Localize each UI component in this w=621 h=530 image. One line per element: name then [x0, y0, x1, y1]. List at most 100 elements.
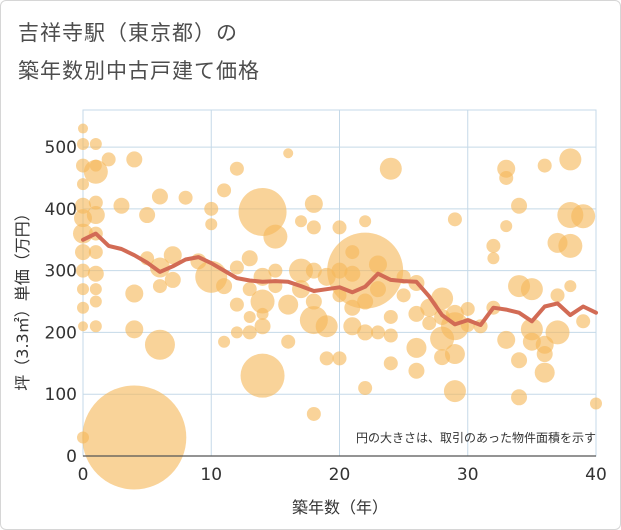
bubble-point: [536, 346, 553, 363]
bubble-point: [306, 406, 321, 421]
bubble-point: [281, 334, 296, 349]
bubble-point: [511, 197, 528, 214]
bubble-layer: [73, 123, 602, 490]
bubble-point: [343, 317, 362, 336]
bubble-point: [369, 281, 386, 298]
bubble-point: [77, 137, 89, 150]
bubble-point: [319, 351, 334, 366]
bubble-point: [305, 262, 322, 279]
y-tick-label: 200: [45, 323, 77, 343]
bubble-point: [511, 389, 528, 406]
bubble-point: [550, 288, 565, 303]
bubble-point: [406, 337, 427, 358]
bubble-point: [77, 301, 89, 314]
chart-title-line2: 築年数別中古戸建て価格: [18, 59, 260, 83]
bubble-point: [497, 330, 516, 349]
bubble-point: [86, 206, 105, 225]
bubble-point: [238, 187, 287, 236]
bubble-point: [240, 353, 285, 398]
bubble-point: [75, 197, 91, 214]
bubble-point: [500, 220, 513, 233]
bubble-point: [178, 190, 193, 205]
bubble-point: [256, 307, 269, 320]
bubble-point: [590, 397, 602, 410]
bubble-point: [357, 324, 374, 341]
bubble-point: [564, 280, 577, 293]
bubble-point: [229, 297, 244, 312]
bubble-point: [83, 159, 108, 184]
bubble-point: [379, 157, 402, 180]
chart-title-line1: 吉祥寺駅（東京都）の: [18, 21, 238, 45]
bubble-point: [125, 320, 144, 339]
bubble-point: [304, 194, 323, 213]
bubble-point: [152, 279, 167, 294]
bubble-point: [76, 263, 90, 278]
bubble-point: [139, 207, 156, 224]
x-tick-label: 20: [329, 465, 351, 485]
bubble-point: [250, 289, 275, 314]
bubble-point: [444, 344, 465, 365]
y-axis-label: 坪（3.3㎡）単価（万円）: [13, 205, 32, 390]
bubble-point: [359, 215, 372, 228]
bubble-point: [242, 325, 257, 340]
bubble-point: [205, 218, 218, 231]
bubble-point: [151, 188, 168, 205]
bubble-point: [218, 335, 231, 348]
trend-line: [81, 231, 598, 327]
bubble-point: [229, 161, 244, 176]
bubble-point: [230, 326, 243, 339]
x-axis-label: 築年数（年）: [292, 498, 388, 517]
bubble-point: [357, 293, 374, 310]
bubble-point: [242, 282, 257, 297]
bubble-point: [216, 278, 233, 295]
bubble-point: [82, 385, 187, 490]
bubble-point: [315, 315, 338, 338]
bubble-point: [163, 246, 182, 265]
bubble-point: [368, 255, 387, 274]
bubble-point: [89, 137, 102, 150]
bubble-point: [149, 257, 170, 278]
bubble-point: [126, 151, 143, 168]
bubble-point: [263, 224, 288, 249]
bubble-point: [559, 148, 582, 171]
x-tick-label: 30: [457, 465, 479, 485]
bubble-point: [164, 271, 181, 288]
bubble-point: [217, 183, 232, 198]
bubble-point: [576, 314, 591, 329]
bubble-point: [460, 301, 475, 316]
bubble-point: [306, 220, 321, 235]
bubble-point: [144, 329, 175, 360]
y-tick-label: 100: [45, 385, 77, 405]
bubble-point: [204, 201, 219, 216]
y-tick-label: 500: [45, 138, 77, 158]
y-tick-label: 300: [45, 262, 77, 282]
bubble-point: [125, 284, 144, 303]
bubble-point: [383, 328, 398, 343]
bubble-point: [241, 250, 258, 267]
x-tick-label: 10: [200, 465, 222, 485]
bubble-point: [283, 148, 294, 159]
bubble-point: [511, 352, 528, 369]
bubble-point: [332, 351, 347, 366]
y-tick-label: 0: [66, 447, 77, 467]
axes: 0 100 200 300 400 500 0 10 20 30 40: [45, 138, 607, 485]
bubble-point: [571, 204, 596, 229]
bubble-point: [295, 215, 308, 228]
bubble-point: [87, 265, 104, 282]
bubble-point: [486, 238, 501, 253]
bubble-point: [89, 295, 102, 308]
bubble-point: [77, 283, 89, 296]
bubble-point: [408, 362, 425, 379]
bubble-point: [254, 318, 271, 335]
bubble-point: [443, 380, 466, 403]
x-tick-label: 0: [78, 465, 89, 485]
bubble-point: [278, 294, 299, 315]
bubble-point: [396, 288, 411, 303]
bubble-point: [534, 362, 555, 383]
bubble-point: [422, 316, 437, 331]
bubble-point: [332, 220, 347, 235]
bubble-point: [487, 252, 500, 265]
x-tick-label: 40: [585, 465, 607, 485]
bubble-point: [229, 260, 244, 275]
bubble-point: [383, 356, 398, 371]
